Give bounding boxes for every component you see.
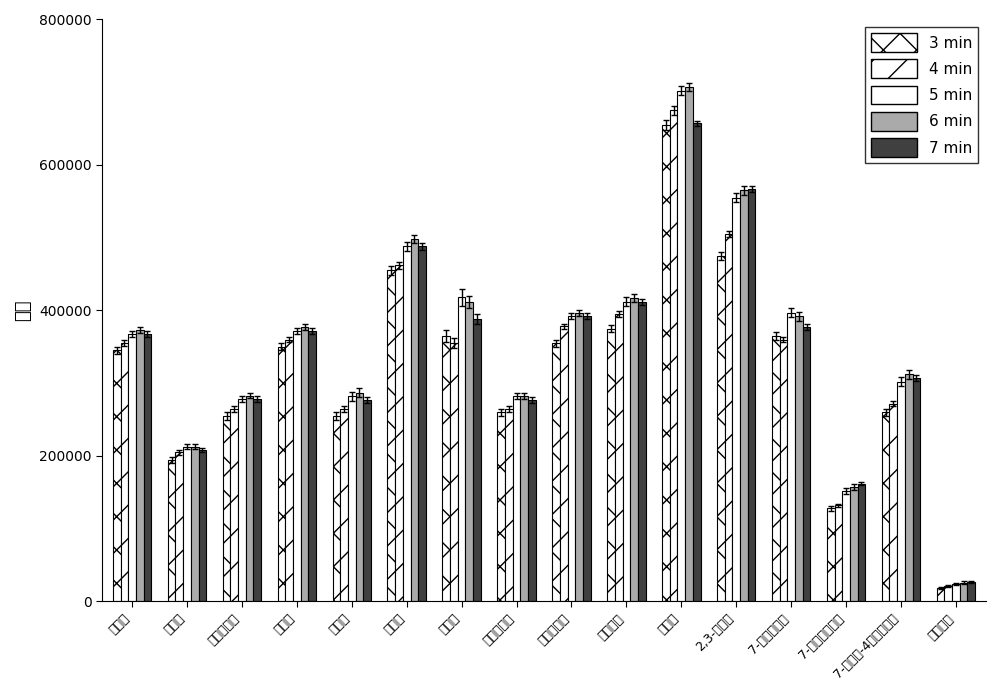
Bar bbox=[136, 330, 144, 601]
Bar bbox=[223, 416, 230, 601]
Bar bbox=[717, 256, 725, 601]
Bar bbox=[740, 190, 748, 601]
Bar bbox=[748, 189, 755, 601]
Bar bbox=[575, 313, 583, 601]
Bar bbox=[183, 446, 191, 601]
Bar bbox=[520, 396, 528, 601]
Bar bbox=[442, 336, 450, 601]
Bar bbox=[418, 247, 426, 601]
Bar bbox=[403, 247, 411, 601]
Bar bbox=[465, 302, 473, 601]
Bar bbox=[560, 327, 568, 601]
Bar bbox=[944, 586, 952, 601]
Y-axis label: 强度: 强度 bbox=[14, 300, 32, 321]
Bar bbox=[772, 336, 780, 601]
Bar bbox=[787, 313, 795, 601]
Bar bbox=[144, 334, 151, 601]
Bar bbox=[913, 378, 920, 601]
Bar bbox=[677, 90, 685, 601]
Bar bbox=[850, 487, 858, 601]
Bar bbox=[568, 316, 575, 601]
Bar bbox=[967, 582, 975, 601]
Bar bbox=[725, 234, 732, 601]
Bar bbox=[191, 446, 199, 601]
Bar bbox=[121, 343, 128, 601]
Bar bbox=[285, 340, 293, 601]
Bar bbox=[842, 491, 850, 601]
Bar bbox=[803, 327, 810, 601]
Bar bbox=[685, 87, 693, 601]
Bar bbox=[348, 396, 356, 601]
Bar bbox=[583, 316, 591, 601]
Bar bbox=[638, 302, 646, 601]
Bar bbox=[253, 399, 261, 601]
Bar bbox=[937, 589, 944, 601]
Bar bbox=[175, 452, 183, 601]
Bar bbox=[458, 297, 465, 601]
Bar bbox=[128, 334, 136, 601]
Bar bbox=[630, 298, 638, 601]
Bar bbox=[168, 459, 175, 601]
Bar bbox=[827, 508, 835, 601]
Bar bbox=[308, 331, 316, 601]
Bar bbox=[952, 584, 960, 601]
Legend: 3 min, 4 min, 5 min, 6 min, 7 min: 3 min, 4 min, 5 min, 6 min, 7 min bbox=[865, 27, 978, 163]
Bar bbox=[552, 343, 560, 601]
Bar bbox=[473, 319, 481, 601]
Bar bbox=[528, 400, 536, 601]
Bar bbox=[780, 340, 787, 601]
Bar bbox=[293, 331, 301, 601]
Bar bbox=[889, 404, 897, 601]
Bar bbox=[199, 450, 206, 601]
Bar bbox=[732, 197, 740, 601]
Bar bbox=[113, 350, 121, 601]
Bar bbox=[238, 399, 246, 601]
Bar bbox=[278, 347, 285, 601]
Bar bbox=[897, 382, 905, 601]
Bar bbox=[607, 329, 615, 601]
Bar bbox=[230, 409, 238, 601]
Bar bbox=[882, 412, 889, 601]
Bar bbox=[246, 395, 253, 601]
Bar bbox=[795, 316, 803, 601]
Bar bbox=[363, 400, 371, 601]
Bar bbox=[340, 409, 348, 601]
Bar bbox=[835, 505, 842, 601]
Bar bbox=[450, 343, 458, 601]
Bar bbox=[905, 375, 913, 601]
Bar bbox=[497, 412, 505, 601]
Bar bbox=[960, 582, 967, 601]
Bar bbox=[395, 265, 403, 601]
Bar bbox=[670, 111, 677, 601]
Bar bbox=[693, 124, 701, 601]
Bar bbox=[356, 393, 363, 601]
Bar bbox=[505, 409, 513, 601]
Bar bbox=[662, 125, 670, 601]
Bar bbox=[333, 416, 340, 601]
Bar bbox=[513, 396, 520, 601]
Bar bbox=[301, 327, 308, 601]
Bar bbox=[858, 484, 865, 601]
Bar bbox=[387, 270, 395, 601]
Bar bbox=[615, 314, 623, 601]
Bar bbox=[623, 302, 630, 601]
Bar bbox=[411, 239, 418, 601]
